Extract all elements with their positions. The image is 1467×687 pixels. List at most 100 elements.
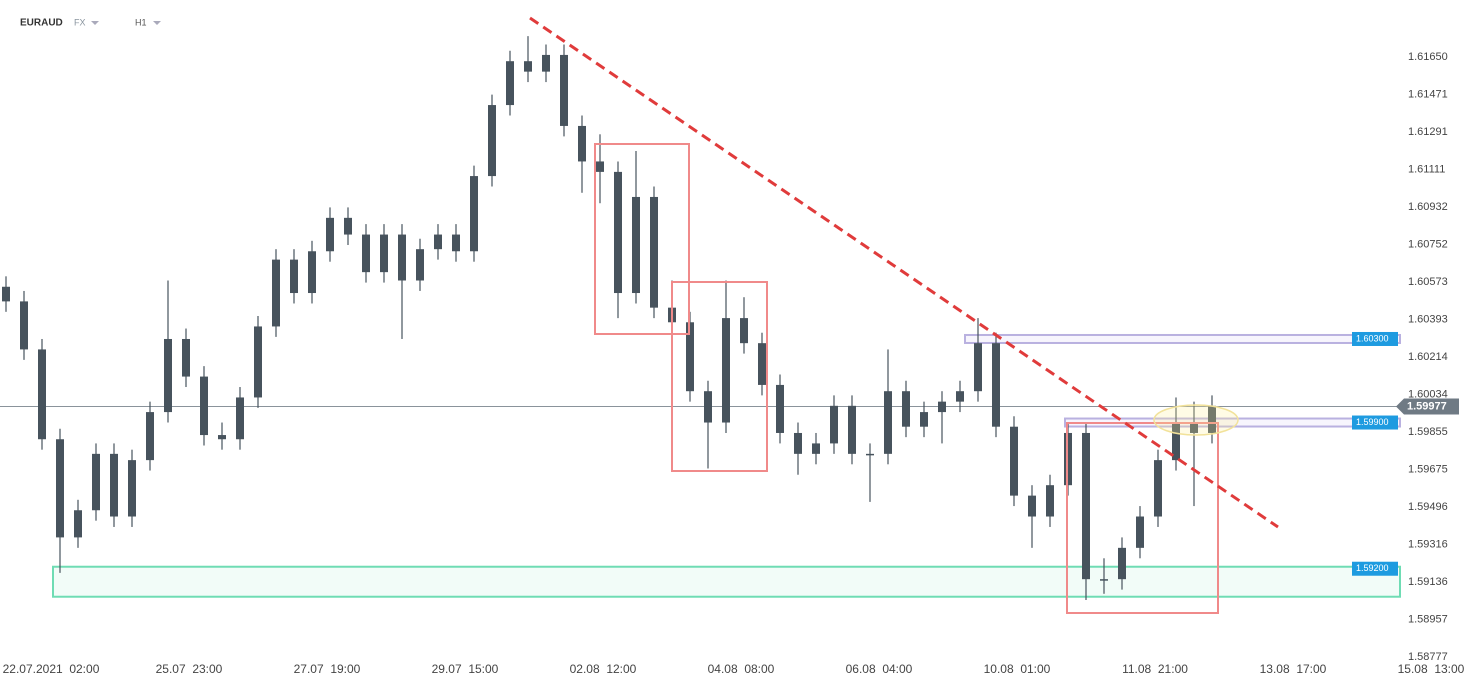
x-tick-label: 11.08 21:00 — [1122, 662, 1188, 676]
x-tick-label: 04.08 08:00 — [708, 662, 775, 676]
candle-body — [200, 376, 208, 436]
x-tick-label: 13.08 17:00 — [1260, 662, 1327, 676]
candle-body — [74, 510, 82, 538]
candle-body — [20, 301, 28, 350]
candle-body — [740, 318, 748, 344]
candle-body — [164, 338, 172, 413]
candle-body — [632, 196, 640, 294]
level-label-box — [1352, 415, 1398, 430]
highlight-box — [594, 143, 690, 335]
candle-body — [578, 125, 586, 162]
candle-body — [362, 234, 370, 273]
candle-body — [146, 412, 154, 461]
y-tick-label: 1.59675 — [1408, 463, 1448, 475]
candle-body — [794, 432, 802, 454]
market: FX — [74, 17, 86, 27]
candle-body — [254, 326, 262, 398]
candle-body — [812, 443, 820, 454]
y-tick-label: 1.61650 — [1408, 51, 1448, 63]
candle-body — [614, 171, 622, 294]
candle-body — [848, 405, 856, 454]
candle-body — [56, 439, 64, 538]
candle-body — [236, 397, 244, 440]
level-zone — [1064, 417, 1401, 428]
candle-body — [470, 176, 478, 252]
timeframe[interactable]: H1 — [135, 17, 147, 27]
candle-body — [866, 453, 874, 456]
candle-body — [560, 54, 568, 126]
level-zone — [964, 333, 1401, 344]
x-tick-label: 15.08 13:00 — [1398, 662, 1465, 676]
y-tick-label: 1.60573 — [1408, 276, 1448, 288]
candle-body — [686, 322, 694, 392]
level-label: 1.60300 — [1356, 333, 1389, 343]
x-tick-label: 10.08 01:00 — [984, 662, 1051, 676]
candle-body — [938, 401, 946, 413]
candle-body — [704, 391, 712, 423]
y-tick-label: 1.58777 — [1408, 651, 1448, 663]
current-price-box — [1396, 398, 1459, 415]
dropdown-icon[interactable] — [153, 21, 161, 25]
candle-body — [38, 349, 46, 440]
candle-body — [1118, 547, 1126, 580]
x-tick-label: 06.08 04:00 — [846, 662, 913, 676]
candle-body — [758, 343, 766, 385]
x-tick-label: 29.07 15:00 — [432, 662, 499, 676]
x-tick-label: 27.07 19:00 — [294, 662, 361, 676]
candle-body — [974, 343, 982, 392]
candle-body — [830, 405, 838, 444]
candle-body — [1046, 485, 1054, 517]
highlight-ellipse — [1153, 404, 1239, 436]
candle-body — [326, 217, 334, 252]
candle-body — [1136, 516, 1144, 548]
candle-body — [380, 234, 388, 273]
y-tick-label: 1.60932 — [1408, 201, 1448, 213]
candle-body — [488, 105, 496, 177]
highlight-box — [671, 281, 768, 472]
candle-body — [1082, 432, 1090, 580]
candle-body — [290, 259, 298, 294]
y-tick-label: 1.61471 — [1408, 88, 1448, 100]
candle-body — [1154, 460, 1162, 517]
candle-body — [542, 54, 550, 72]
x-tick-label: 25.07 23:00 — [156, 662, 223, 676]
y-tick-label: 1.60393 — [1408, 313, 1448, 325]
candle-body — [272, 259, 280, 327]
candle-body — [650, 196, 658, 308]
x-tick-label: 02.08 12:00 — [570, 662, 637, 676]
candle-body — [344, 217, 352, 235]
y-tick-label: 1.59136 — [1408, 576, 1448, 588]
level-zone — [52, 565, 1401, 598]
candle-body — [1172, 422, 1180, 461]
candle-body — [884, 391, 892, 454]
dropdown-icon[interactable] — [91, 21, 99, 25]
candle-body — [218, 435, 226, 440]
candle-body — [1028, 495, 1036, 517]
level-label: 1.59200 — [1356, 563, 1389, 573]
symbol: EURAUD — [20, 18, 63, 29]
highlight-box — [1066, 422, 1219, 614]
y-tick-label: 1.59316 — [1408, 538, 1448, 550]
candle-body — [506, 61, 514, 106]
candle-body — [1208, 405, 1216, 433]
candle-body — [1190, 422, 1198, 433]
level-label: 1.59900 — [1356, 417, 1389, 427]
trend-line — [529, 16, 1279, 529]
candle-body — [722, 318, 730, 423]
y-tick-label: 1.61291 — [1408, 126, 1448, 138]
y-tick-label: 1.58957 — [1408, 613, 1448, 625]
candle-body — [128, 460, 136, 517]
candle-body — [308, 251, 316, 294]
y-tick-label: 1.60752 — [1408, 238, 1448, 250]
candle-body — [452, 234, 460, 252]
x-tick-label: 22.07.2021 02:00 — [3, 662, 100, 676]
candle-body — [2, 286, 10, 302]
y-tick-label: 1.59855 — [1408, 426, 1448, 438]
y-tick-label: 1.61111 — [1408, 164, 1445, 176]
level-label-box — [1352, 331, 1398, 346]
candle-body — [596, 161, 604, 172]
candle-body — [956, 391, 964, 402]
candle-body — [902, 391, 910, 427]
y-tick-label: 1.60214 — [1408, 351, 1448, 363]
